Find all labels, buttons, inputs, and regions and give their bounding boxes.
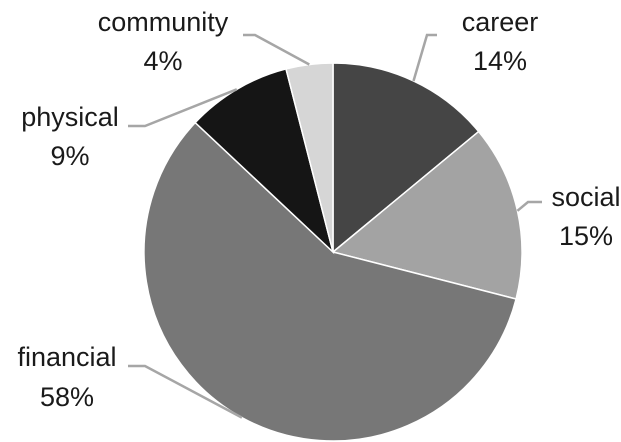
label-community-name: community bbox=[98, 7, 229, 37]
leader-lines bbox=[128, 33, 542, 419]
pie-slices bbox=[143, 62, 523, 442]
label-social-value: 15% bbox=[559, 221, 613, 251]
label-physical-value: 9% bbox=[50, 141, 89, 171]
leader-line-career bbox=[412, 33, 437, 82]
pie-slice-career bbox=[332, 62, 480, 254]
label-community-value: 4% bbox=[143, 46, 182, 76]
leader-line-financial bbox=[128, 364, 243, 419]
label-social-name: social bbox=[551, 182, 620, 212]
pie-slice-financial bbox=[143, 121, 517, 442]
label-financial-value: 58% bbox=[40, 382, 94, 412]
label-financial-name: financial bbox=[17, 342, 116, 372]
label-career-value: 14% bbox=[473, 46, 527, 76]
leader-line-community bbox=[243, 33, 310, 66]
pie-slice-community bbox=[285, 62, 334, 253]
leader-line-social bbox=[516, 200, 542, 212]
label-career-name: career bbox=[462, 7, 539, 37]
leader-line-physical bbox=[128, 88, 238, 128]
label-physical-name: physical bbox=[21, 102, 119, 132]
